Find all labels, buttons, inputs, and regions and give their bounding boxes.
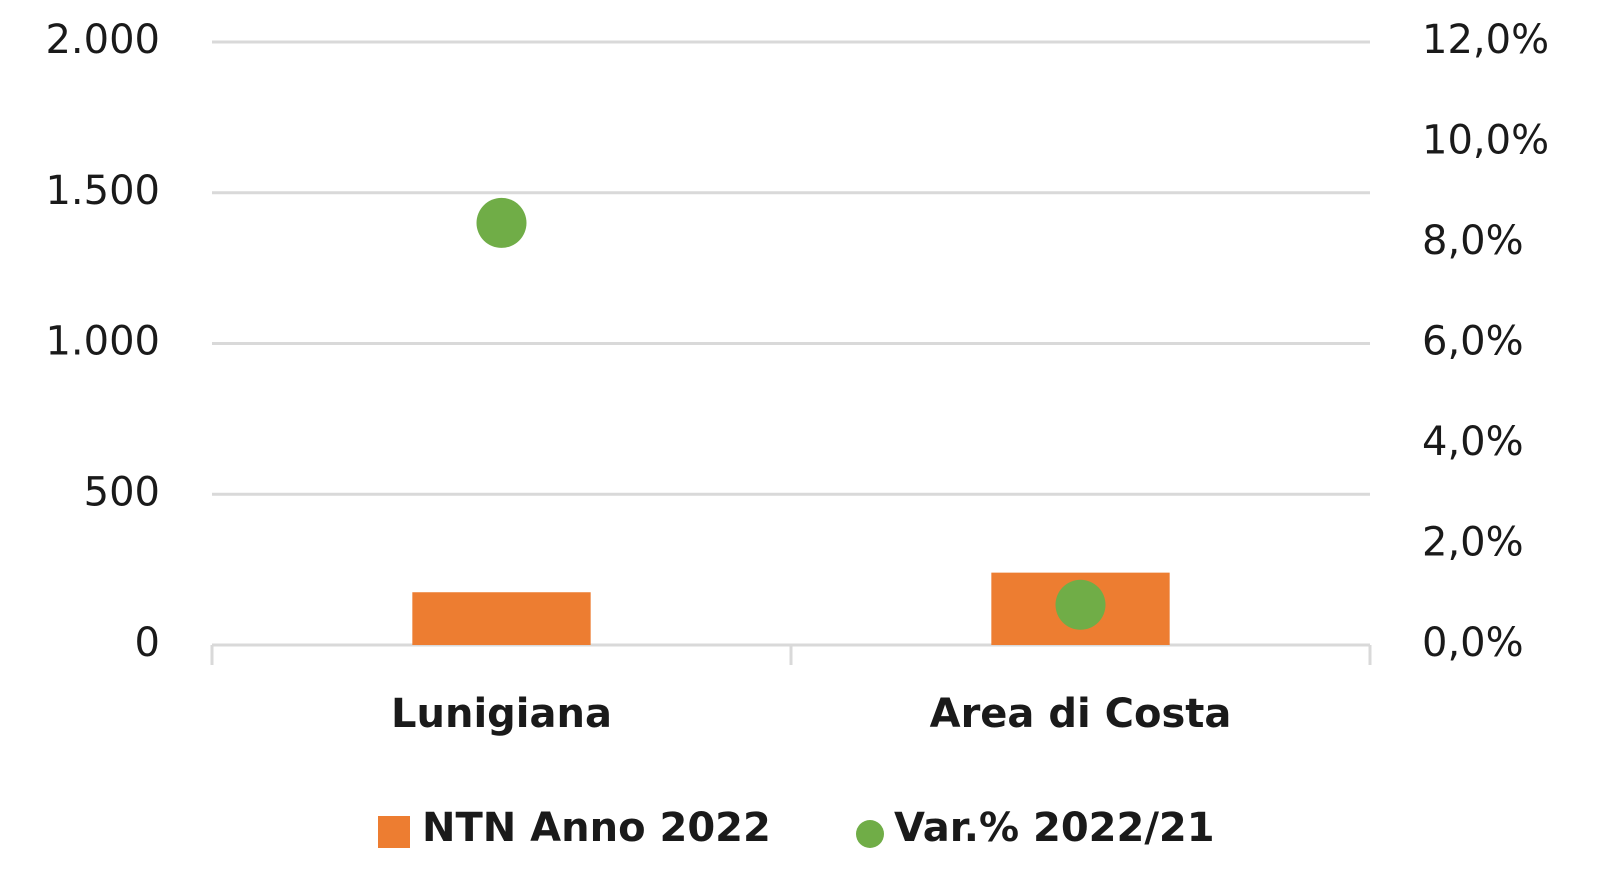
dot (476, 197, 527, 248)
y-tick-label: 500 (84, 469, 160, 515)
y-tick-label: 0 (135, 620, 160, 666)
y2-tick-label: 8,0% (1422, 218, 1524, 264)
legend-label: Var.% 2022/21 (894, 805, 1215, 851)
bar (412, 592, 591, 645)
legend-marker (378, 816, 410, 848)
x-tick-label: Lunigiana (391, 691, 612, 737)
legend-label: NTN Anno 2022 (422, 805, 771, 851)
legend-marker (856, 820, 884, 848)
y-tick-label: 2.000 (45, 17, 160, 63)
y2-tick-label: 10,0% (1422, 118, 1549, 164)
dot (1055, 579, 1106, 630)
y2-tick-label: 12,0% (1422, 17, 1549, 63)
y2-tick-label: 2,0% (1422, 520, 1524, 566)
x-tick-label: Area di Costa (930, 691, 1232, 737)
y2-tick-label: 0,0% (1422, 620, 1524, 666)
y-tick-label: 1.000 (45, 319, 160, 365)
y2-tick-label: 4,0% (1422, 419, 1524, 465)
y-tick-label: 1.500 (45, 168, 160, 214)
y2-tick-label: 6,0% (1422, 319, 1524, 365)
